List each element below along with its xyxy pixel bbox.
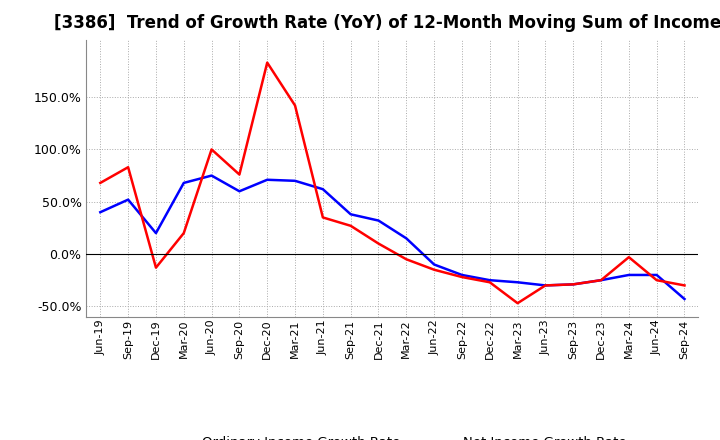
Net Income Growth Rate xyxy=(124,165,132,170)
Ordinary Income Growth Rate xyxy=(458,272,467,278)
Ordinary Income Growth Rate xyxy=(430,262,438,267)
Net Income Growth Rate xyxy=(318,215,327,220)
Ordinary Income Growth Rate xyxy=(152,231,161,236)
Legend: Ordinary Income Growth Rate, Net Income Growth Rate: Ordinary Income Growth Rate, Net Income … xyxy=(153,431,632,440)
Ordinary Income Growth Rate xyxy=(207,173,216,178)
Net Income Growth Rate xyxy=(513,301,522,306)
Net Income Growth Rate xyxy=(680,283,689,288)
Ordinary Income Growth Rate xyxy=(597,278,606,283)
Ordinary Income Growth Rate xyxy=(96,209,104,215)
Net Income Growth Rate xyxy=(374,241,383,246)
Net Income Growth Rate xyxy=(96,180,104,186)
Net Income Growth Rate xyxy=(179,231,188,236)
Net Income Growth Rate xyxy=(207,147,216,152)
Line: Ordinary Income Growth Rate: Ordinary Income Growth Rate xyxy=(100,176,685,299)
Ordinary Income Growth Rate xyxy=(680,297,689,302)
Ordinary Income Growth Rate xyxy=(485,278,494,283)
Net Income Growth Rate xyxy=(402,257,410,262)
Ordinary Income Growth Rate xyxy=(569,282,577,287)
Net Income Growth Rate xyxy=(235,172,243,177)
Ordinary Income Growth Rate xyxy=(124,197,132,202)
Ordinary Income Growth Rate xyxy=(346,212,355,217)
Line: Net Income Growth Rate: Net Income Growth Rate xyxy=(100,62,685,303)
Ordinary Income Growth Rate xyxy=(541,283,550,288)
Net Income Growth Rate xyxy=(152,265,161,270)
Net Income Growth Rate xyxy=(569,282,577,287)
Ordinary Income Growth Rate xyxy=(263,177,271,183)
Net Income Growth Rate xyxy=(597,278,606,283)
Ordinary Income Growth Rate xyxy=(291,178,300,183)
Net Income Growth Rate xyxy=(263,60,271,65)
Ordinary Income Growth Rate xyxy=(402,236,410,241)
Net Income Growth Rate xyxy=(652,278,661,283)
Ordinary Income Growth Rate xyxy=(374,218,383,223)
Ordinary Income Growth Rate xyxy=(624,272,633,278)
Net Income Growth Rate xyxy=(430,267,438,272)
Ordinary Income Growth Rate xyxy=(652,272,661,278)
Title: [3386]  Trend of Growth Rate (YoY) of 12-Month Moving Sum of Incomes: [3386] Trend of Growth Rate (YoY) of 12-… xyxy=(54,15,720,33)
Net Income Growth Rate xyxy=(291,103,300,108)
Net Income Growth Rate xyxy=(541,283,550,288)
Net Income Growth Rate xyxy=(624,254,633,260)
Ordinary Income Growth Rate xyxy=(179,180,188,186)
Ordinary Income Growth Rate xyxy=(513,280,522,285)
Net Income Growth Rate xyxy=(458,275,467,280)
Ordinary Income Growth Rate xyxy=(235,189,243,194)
Net Income Growth Rate xyxy=(346,223,355,228)
Ordinary Income Growth Rate xyxy=(318,187,327,192)
Net Income Growth Rate xyxy=(485,280,494,285)
